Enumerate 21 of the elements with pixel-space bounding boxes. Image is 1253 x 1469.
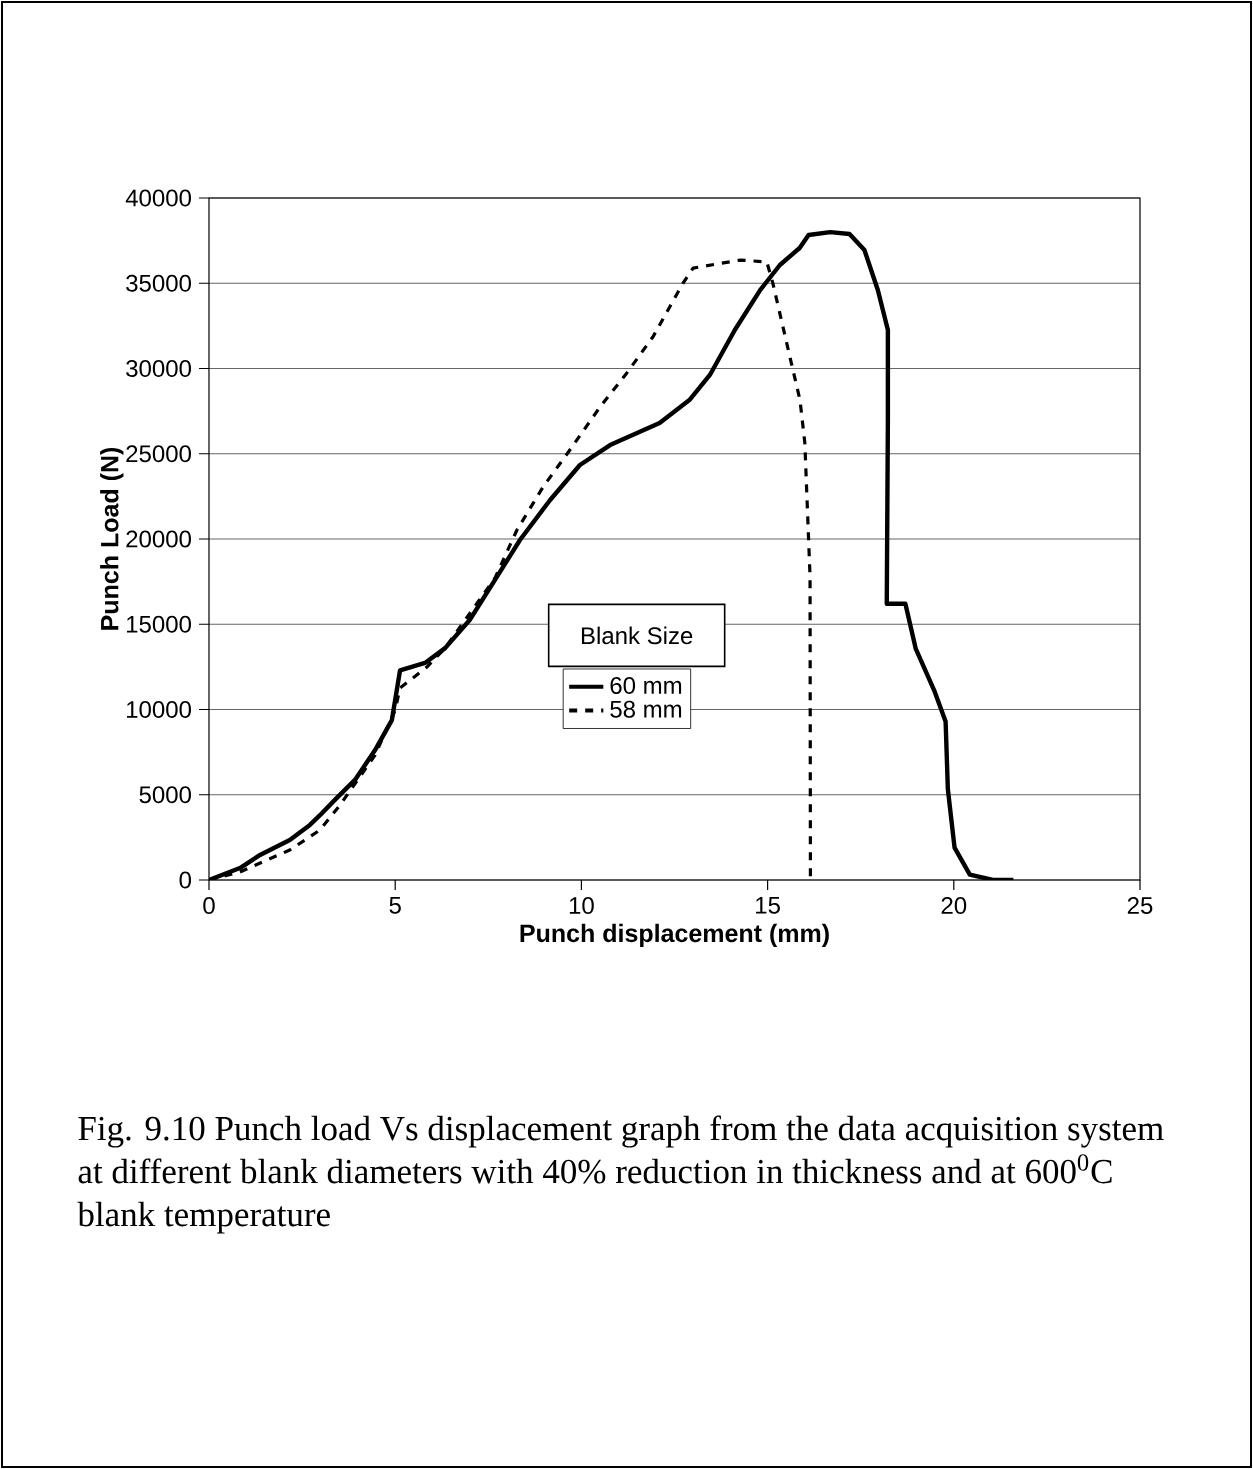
legend-label: 58 mm [610, 700, 682, 718]
x-tick-label: 10 [569, 897, 594, 915]
y-tick-label: 10000 [127, 701, 191, 718]
y-tick-label: 25000 [126, 445, 191, 463]
x-tick-label: 0 [203, 897, 215, 915]
y-axis-title: Punch Load (N) [100, 447, 124, 630]
y-tick-label: 40000 [125, 189, 191, 207]
y-tick-label: 15000 [127, 615, 191, 633]
y-tick-label: 20000 [126, 530, 191, 548]
x-tick-label: 20 [941, 897, 967, 915]
x-tick-label: 15 [756, 897, 780, 914]
x-tick-label: 5 [389, 897, 401, 914]
y-tick-label: 0 [179, 871, 191, 889]
x-tick-label: 25 [1127, 897, 1153, 915]
y-tick-label: 30000 [126, 360, 191, 377]
y-tick-label: 35000 [126, 274, 191, 292]
text: Fig. 9.10 Punch load Vs displacement graph from the data acquisition system at different blank diameters with 40% reduction in thickness and at 600$^{0}$C blank temperature [77, 1115, 1164, 1234]
legend-label: 60 mm [610, 676, 682, 694]
legend-title: Blank Size [581, 626, 693, 645]
y-tick-label: 5000 [139, 786, 191, 804]
x-axis-title: Punch displacement (mm) [520, 923, 829, 948]
